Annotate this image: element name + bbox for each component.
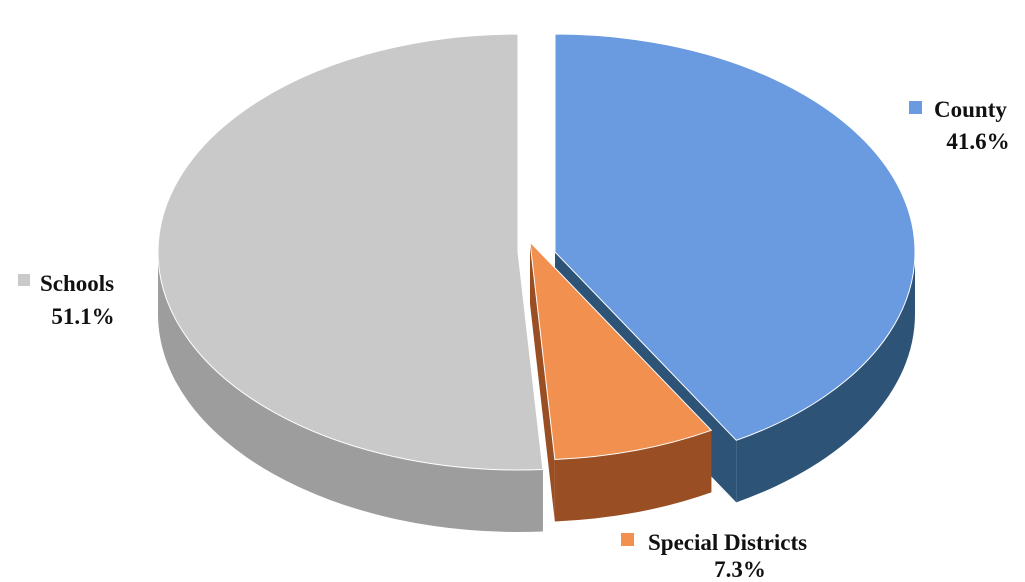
legend-swatch-county xyxy=(909,101,922,114)
slice-value-special-districts: 7.3% xyxy=(714,557,766,582)
slice-side-special-districts xyxy=(554,430,712,522)
slice-label-schools: Schools xyxy=(40,271,114,296)
legend-entry-special-districts: Special Districts 7.3% xyxy=(621,530,807,582)
slice-wall-special-districts-1 xyxy=(530,242,555,522)
slice-label-special-districts: Special Districts xyxy=(648,530,807,555)
slice-side-schools xyxy=(158,252,543,533)
slice-label-county: County xyxy=(934,97,1007,122)
legend-entry-schools: Schools 51.1% xyxy=(18,271,115,329)
legend-swatch-special-districts xyxy=(621,533,634,546)
legend-swatch-schools xyxy=(18,274,30,286)
slice-value-county: 41.6% xyxy=(946,129,1009,154)
slice-schools xyxy=(157,33,544,471)
legend-entry-county: County 41.6% xyxy=(909,97,1010,154)
pie-slices-tops xyxy=(157,33,916,471)
slice-side-county xyxy=(736,252,915,503)
slice-county xyxy=(554,33,916,441)
slice-special-districts xyxy=(529,240,713,460)
slice-value-schools: 51.1% xyxy=(51,304,114,329)
